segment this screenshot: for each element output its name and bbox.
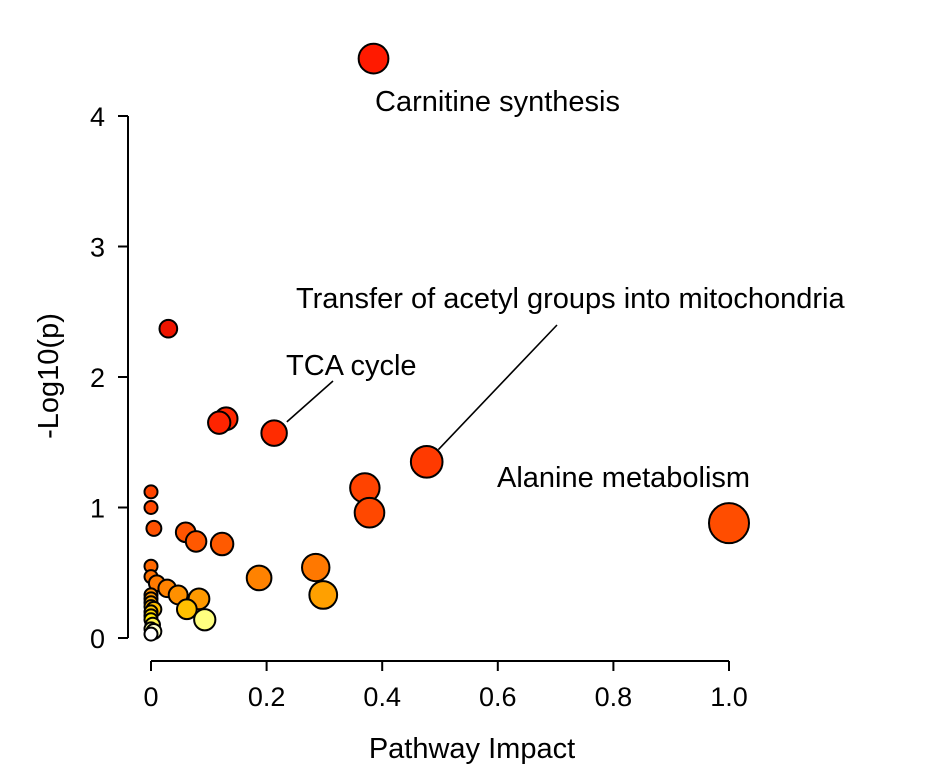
data-point	[708, 502, 750, 545]
data-point	[357, 42, 390, 75]
data-point	[209, 531, 235, 557]
annotation-leader-line	[286, 380, 334, 423]
annotation-transfer-of-acetyl-groups: Transfer of acetyl groups into mitochond…	[296, 283, 845, 315]
data-point	[143, 500, 159, 515]
x-tick-label: 0.4	[363, 682, 401, 712]
y-tick-label: 1	[90, 494, 105, 524]
data-point	[301, 552, 331, 583]
data-point	[175, 598, 198, 621]
data-point	[260, 419, 288, 447]
data-point	[158, 318, 179, 339]
y-tick-label: 3	[90, 233, 105, 263]
annotation-leader-line	[437, 324, 558, 451]
data-point	[184, 530, 208, 553]
y-ticks: 0 1 2 3 4	[90, 102, 128, 654]
data-point	[143, 484, 159, 500]
data-point	[245, 564, 273, 592]
x-tick-label: 0.8	[595, 682, 633, 712]
data-point	[145, 519, 163, 537]
data-point	[207, 410, 232, 435]
y-tick-label: 4	[90, 102, 105, 132]
data-point	[143, 626, 159, 642]
x-tick-label: 0.2	[248, 682, 286, 712]
y-axis-title: -Log10(p)	[33, 313, 65, 439]
data-point	[353, 496, 386, 529]
x-ticks: 0 0.2 0.4 0.6 0.8 1.0	[143, 661, 748, 712]
data-points	[143, 42, 750, 642]
x-axis-title: Pathway Impact	[369, 733, 575, 765]
annotations: Carnitine synthesis Transfer of acetyl g…	[286, 86, 845, 494]
annotation-alanine-metabolism: Alanine metabolism	[497, 462, 750, 494]
axes	[127, 116, 729, 662]
x-tick-label: 1.0	[710, 682, 748, 712]
data-point	[409, 445, 444, 479]
y-tick-label: 2	[90, 363, 105, 393]
x-tick-label: 0.6	[479, 682, 517, 712]
data-point	[308, 580, 339, 610]
data-point	[193, 608, 217, 632]
annotation-leader-lines	[286, 324, 558, 451]
annotation-tca-cycle: TCA cycle	[286, 350, 417, 382]
annotation-carnitine-synthesis: Carnitine synthesis	[375, 86, 620, 118]
y-tick-label: 0	[90, 624, 105, 654]
x-tick-label: 0	[143, 682, 158, 712]
